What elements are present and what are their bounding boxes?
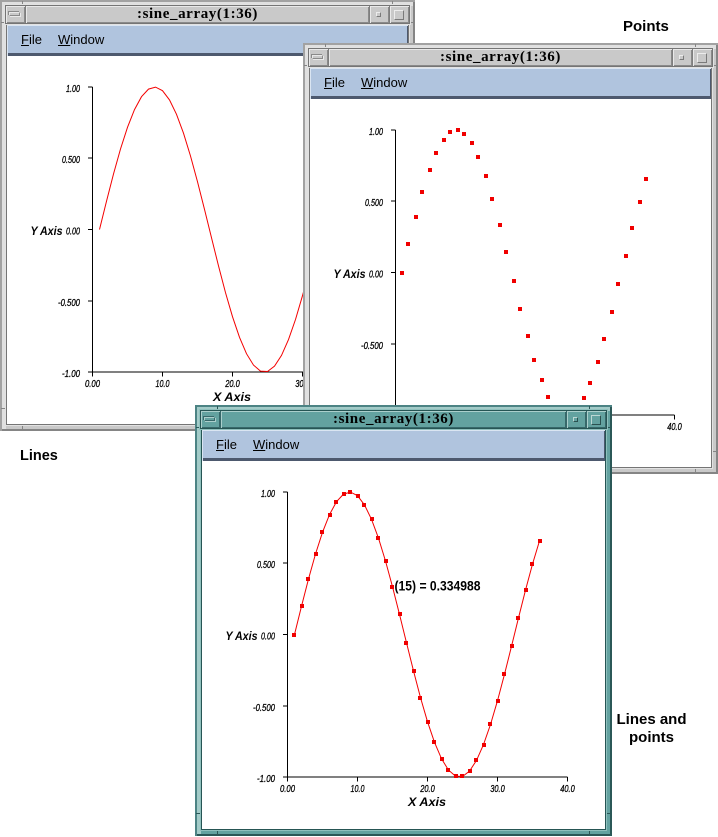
- svg-text:X Axis: X Axis: [212, 390, 251, 404]
- svg-text:Y Axis: Y Axis: [31, 224, 63, 238]
- svg-text:-0.500: -0.500: [58, 297, 80, 309]
- svg-text:-1.00: -1.00: [257, 773, 275, 785]
- svg-text:(15) = 0.334988: (15) = 0.334988: [395, 579, 481, 594]
- svg-text:Y Axis: Y Axis: [226, 629, 258, 643]
- svg-text:0.00: 0.00: [66, 226, 80, 238]
- svg-text:0.500: 0.500: [62, 154, 80, 166]
- svg-text:10.0: 10.0: [156, 378, 170, 390]
- svg-text:30.0: 30.0: [490, 783, 505, 795]
- svg-text:0.00: 0.00: [261, 631, 275, 643]
- svg-text:0.00: 0.00: [280, 783, 295, 795]
- svg-text:-0.500: -0.500: [253, 702, 275, 714]
- svg-text:-0.500: -0.500: [361, 340, 383, 352]
- svg-text:0.00: 0.00: [369, 269, 383, 281]
- svg-text:1.00: 1.00: [261, 488, 275, 500]
- svg-text:20.0: 20.0: [420, 783, 435, 795]
- svg-text:-1.00: -1.00: [62, 368, 80, 380]
- svg-text:1.00: 1.00: [369, 126, 383, 138]
- svg-text:40.0: 40.0: [667, 421, 682, 433]
- svg-text:20.0: 20.0: [225, 378, 240, 390]
- svg-text:40.0: 40.0: [560, 783, 575, 795]
- svg-text:0.500: 0.500: [365, 197, 383, 209]
- svg-text:Y Axis: Y Axis: [334, 267, 366, 281]
- svg-text:10.0: 10.0: [351, 783, 365, 795]
- svg-text:0.00: 0.00: [85, 378, 100, 390]
- svg-text:1.00: 1.00: [66, 83, 80, 95]
- svg-text:0.500: 0.500: [257, 559, 275, 571]
- svg-text:X Axis: X Axis: [407, 795, 446, 809]
